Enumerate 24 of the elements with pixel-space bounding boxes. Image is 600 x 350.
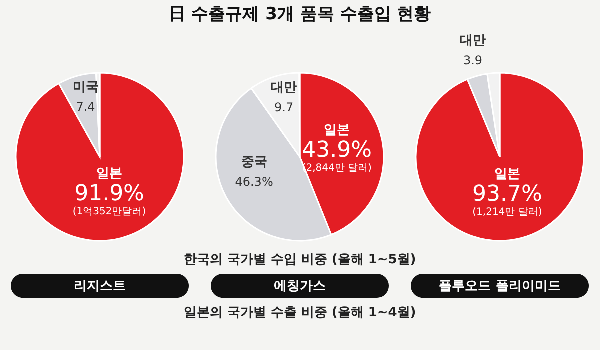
data-label: 7.4: [76, 100, 96, 114]
data-label: 43.9%: [302, 138, 372, 163]
text: 리지스트: [74, 279, 126, 294]
slice-label: 대만: [271, 80, 298, 96]
slice-label: 일본: [324, 122, 350, 138]
data-label: 9.7: [274, 100, 294, 114]
slice-label: 중국: [241, 154, 268, 170]
data-label: 46.3%: [235, 174, 274, 189]
text: 日 수출규제 3개 품목 수출입 현황: [168, 4, 432, 24]
data-label: 93.7%: [472, 182, 542, 208]
slice-label: 미국: [72, 80, 99, 95]
text: (1억352만달러): [72, 206, 146, 218]
text: (1,214만 달러): [472, 207, 542, 218]
text: 에칭가스: [274, 279, 326, 294]
slice-label: 일본: [96, 166, 123, 182]
pie-slice: [415, 72, 585, 242]
pie-slice: [15, 72, 185, 242]
text: 플루오드 폴리이미드: [439, 279, 561, 294]
text: 일본의 국가별 수출 비중 (올해 1~4월): [184, 306, 416, 320]
text: 한국의 국가별 수입 비중 (올해 1~5월): [184, 252, 416, 268]
slice-label: 일본: [494, 167, 520, 182]
data-label: 91.9%: [74, 182, 144, 207]
data-label: 3.9: [463, 54, 483, 68]
slice-label: 대만: [460, 34, 486, 49]
